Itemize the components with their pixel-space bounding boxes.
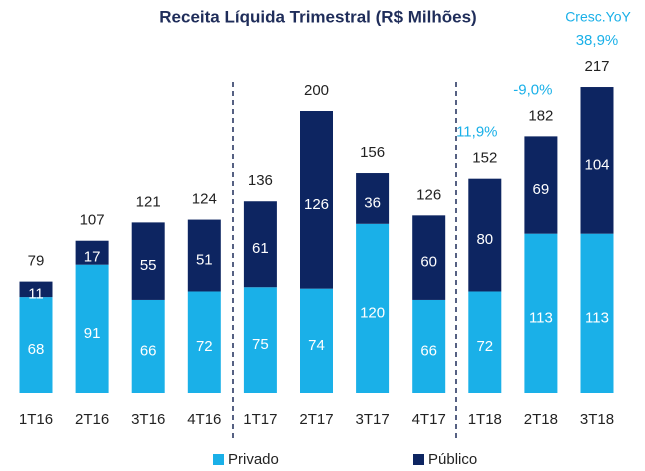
bar-segment: [524, 233, 558, 393]
x-tick-label: 2T16: [75, 411, 109, 428]
value-label: 17: [84, 249, 101, 266]
value-label: 60: [420, 254, 437, 271]
bar-segment: [243, 287, 277, 393]
bar-segment: [580, 233, 614, 393]
x-tick-label: 3T18: [580, 411, 614, 428]
total-label: 124: [192, 191, 217, 208]
value-label: 36: [364, 194, 381, 211]
value-label: 113: [585, 309, 609, 326]
legend-label: Público: [428, 451, 477, 468]
bar-segment: [412, 215, 446, 300]
total-label: 182: [528, 107, 553, 124]
value-label: 113: [529, 309, 553, 326]
x-tick-label: 4T17: [412, 411, 446, 428]
total-label: 200: [304, 82, 329, 99]
bar-segment: [468, 291, 502, 393]
bar-segment: [19, 281, 53, 298]
total-label: 107: [80, 212, 105, 229]
x-tick-label: 1T16: [19, 411, 53, 428]
x-tick-label: 1T17: [243, 411, 277, 428]
x-tick-label: 2T18: [524, 411, 558, 428]
bar-segment: [243, 201, 277, 288]
total-label: 79: [28, 253, 45, 270]
value-label: 91: [84, 325, 101, 342]
total-label: 156: [360, 144, 385, 161]
total-label: 152: [472, 150, 497, 167]
yoy-label: Cresc.YoY: [565, 9, 631, 25]
total-label: 217: [584, 58, 609, 75]
legend-swatch: [413, 454, 424, 465]
bar-segment: [75, 240, 109, 265]
bar-segment: [412, 299, 446, 393]
value-label: 80: [476, 231, 493, 248]
value-label: 11: [28, 285, 44, 302]
bar-segment: [580, 87, 614, 234]
value-label: 66: [140, 342, 157, 359]
value-label: 51: [196, 251, 213, 268]
total-label: 121: [136, 193, 161, 210]
value-label: 74: [308, 337, 325, 354]
legend-label: Privado: [228, 451, 279, 468]
bar-segment: [356, 223, 390, 393]
value-label: 72: [196, 338, 213, 355]
x-tick-label: 3T16: [131, 411, 165, 428]
value-label: 66: [420, 342, 437, 359]
yoy-value: 11,9%: [456, 124, 497, 141]
yoy-value: -9,0%: [513, 81, 552, 98]
value-label: 120: [360, 304, 385, 321]
bar-segment: [131, 222, 165, 300]
bar-segment: [524, 136, 558, 234]
bar-segment: [19, 297, 53, 393]
value-label: 75: [252, 336, 269, 353]
bar-segment: [75, 264, 109, 393]
value-label: 69: [533, 181, 550, 198]
bar-segment: [300, 288, 333, 393]
x-tick-label: 3T17: [355, 411, 389, 428]
bar-segment: [187, 291, 221, 393]
total-label: 126: [416, 186, 441, 203]
legend-swatch: [213, 454, 224, 465]
value-label: 68: [28, 341, 45, 358]
bar-segment: [356, 173, 390, 224]
bar-segment: [187, 219, 221, 292]
value-label: 61: [252, 240, 269, 257]
total-label: 136: [248, 172, 273, 189]
value-label: 104: [584, 156, 609, 173]
value-label: 55: [140, 257, 157, 274]
x-tick-label: 1T18: [468, 411, 502, 428]
chart-title: Receita Líquida Trimestral (R$ Milhões): [159, 7, 476, 26]
bar-segment: [300, 111, 333, 289]
x-tick-label: 4T16: [187, 411, 221, 428]
yoy-value: 38,9%: [576, 32, 619, 49]
value-label: 126: [304, 196, 329, 213]
bar-segment: [468, 178, 502, 292]
bar-segment: [131, 299, 165, 393]
value-label: 72: [476, 338, 493, 355]
x-tick-label: 2T17: [299, 411, 333, 428]
